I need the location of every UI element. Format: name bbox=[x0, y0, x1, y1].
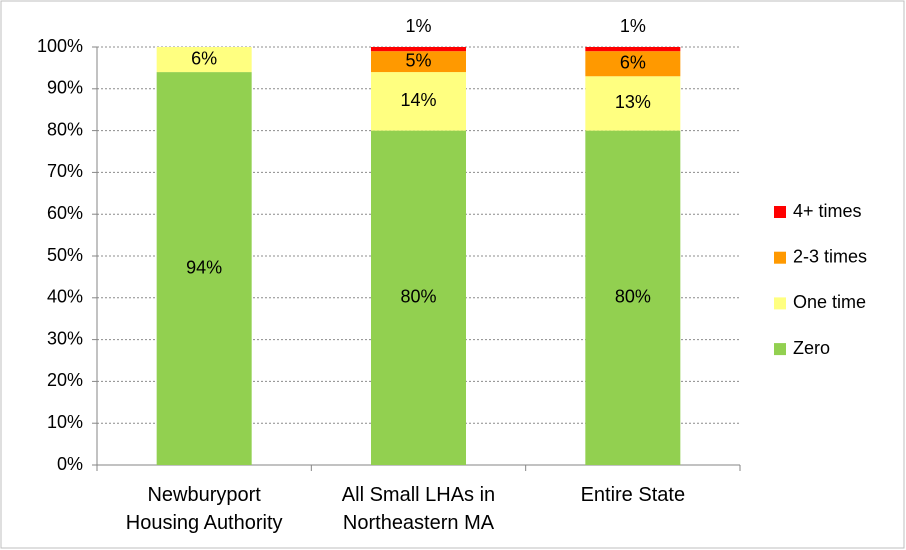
data-label: 1% bbox=[620, 16, 646, 36]
data-label: 14% bbox=[400, 90, 436, 110]
y-tick-label: 100% bbox=[37, 36, 83, 56]
bar-segment bbox=[585, 47, 681, 52]
bar-segment bbox=[371, 72, 466, 131]
y-tick-label: 30% bbox=[47, 328, 83, 348]
bar-segment bbox=[371, 51, 466, 73]
y-tick-label: 20% bbox=[47, 370, 83, 390]
data-label: 80% bbox=[615, 287, 651, 307]
y-tick-label: 60% bbox=[47, 203, 83, 223]
legend-swatch bbox=[774, 206, 786, 218]
legend-label: 2-3 times bbox=[793, 246, 867, 266]
legend-label: Zero bbox=[793, 338, 830, 358]
data-label: 80% bbox=[400, 287, 436, 307]
y-tick-label: 0% bbox=[57, 454, 83, 474]
y-tick-label: 10% bbox=[47, 412, 83, 432]
y-tick-label: 90% bbox=[47, 78, 83, 98]
legend-swatch bbox=[774, 343, 786, 356]
data-label: 13% bbox=[615, 92, 651, 112]
y-tick-label: 40% bbox=[47, 287, 83, 307]
x-tick-label-box: Entire State bbox=[580, 484, 686, 506]
data-label: 1% bbox=[405, 16, 431, 36]
bar-segment bbox=[371, 47, 466, 52]
x-tick-label: Newburyport Housing Authority bbox=[125, 484, 283, 534]
bar-segment bbox=[156, 72, 252, 465]
legend-label: 4+ times bbox=[793, 201, 862, 221]
bar-segment bbox=[156, 47, 252, 73]
legend-swatch bbox=[774, 297, 786, 310]
x-tick-label: Entire State bbox=[580, 484, 686, 506]
y-tick-label: 70% bbox=[47, 161, 83, 181]
x-tick-label-box: Newburyport Housing Authority bbox=[125, 484, 283, 534]
data-label: 6% bbox=[620, 52, 646, 72]
legend-swatch bbox=[774, 251, 786, 264]
y-tick-label: 80% bbox=[47, 119, 83, 139]
x-tick-label-box: All Small LHAs in Northeastern MA bbox=[341, 484, 496, 534]
x-tick-label: All Small LHAs in Northeastern MA bbox=[341, 484, 496, 534]
bar-segment bbox=[585, 76, 681, 131]
data-label: 6% bbox=[191, 48, 217, 68]
legend-label: One time bbox=[793, 292, 866, 312]
data-label: 5% bbox=[405, 50, 431, 70]
bar-segment bbox=[585, 130, 681, 465]
data-label: 94% bbox=[186, 257, 222, 277]
bar-segment bbox=[585, 51, 681, 77]
y-tick-label: 50% bbox=[47, 245, 83, 265]
bar-segment bbox=[371, 130, 466, 465]
